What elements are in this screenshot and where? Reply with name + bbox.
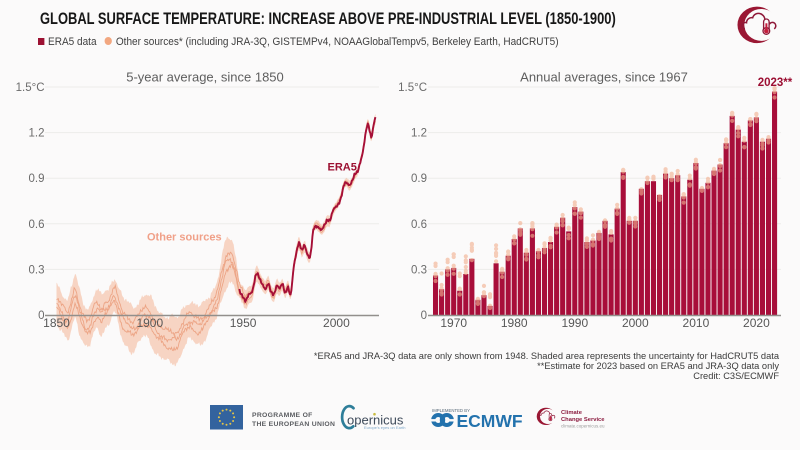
svg-text:1950: 1950 <box>230 316 257 330</box>
svg-text:0.9: 0.9 <box>29 173 45 185</box>
svg-text:IMPLEMENTED BY: IMPLEMENTED BY <box>432 408 470 413</box>
svg-text:1.5°C: 1.5°C <box>398 82 427 94</box>
svg-text:2023**: 2023** <box>758 77 793 89</box>
svg-text:1970: 1970 <box>440 316 467 330</box>
svg-text:PROGRAMME OF: PROGRAMME OF <box>252 412 313 419</box>
svg-text:5-year average, since 1850: 5-year average, since 1850 <box>126 70 284 85</box>
svg-text:1.2: 1.2 <box>411 128 427 140</box>
svg-text:Change Service: Change Service <box>561 417 605 423</box>
svg-text:ERA5: ERA5 <box>328 162 357 174</box>
svg-text:2010: 2010 <box>683 316 710 330</box>
svg-text:Europe's eyes on Earth: Europe's eyes on Earth <box>364 425 405 430</box>
svg-text:0.6: 0.6 <box>411 219 427 231</box>
svg-text:1.5°C: 1.5°C <box>16 82 45 94</box>
svg-text:Other sources: Other sources <box>147 232 222 244</box>
svg-text:0.3: 0.3 <box>411 264 427 276</box>
svg-text:THE EUROPEAN UNION: THE EUROPEAN UNION <box>252 421 335 428</box>
svg-text:1980: 1980 <box>501 316 528 330</box>
svg-text:2020: 2020 <box>743 316 770 330</box>
svg-text:2000: 2000 <box>323 316 350 330</box>
svg-text:Annual averages, since 1967: Annual averages, since 1967 <box>520 70 688 85</box>
svg-text:Climate: Climate <box>561 410 583 416</box>
svg-text:1850: 1850 <box>43 316 70 330</box>
svg-text:0: 0 <box>421 310 427 322</box>
svg-text:1.2: 1.2 <box>29 128 45 140</box>
svg-text:ECMWF: ECMWF <box>457 411 523 431</box>
svg-text:1990: 1990 <box>561 316 588 330</box>
svg-text:0.6: 0.6 <box>29 219 45 231</box>
svg-text:0: 0 <box>38 310 44 322</box>
svg-text:0.9: 0.9 <box>411 173 427 185</box>
svg-text:opernicus: opernicus <box>347 413 404 428</box>
svg-text:2000: 2000 <box>622 316 649 330</box>
svg-text:0.3: 0.3 <box>29 264 45 276</box>
svg-text:climate.copernicus.eu: climate.copernicus.eu <box>561 424 605 429</box>
svg-text:1900: 1900 <box>136 316 163 330</box>
